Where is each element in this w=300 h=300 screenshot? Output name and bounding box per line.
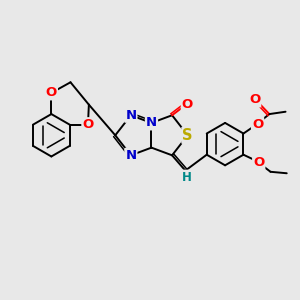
Text: H: H	[182, 171, 192, 184]
Text: N: N	[146, 116, 157, 129]
Text: S: S	[182, 128, 193, 143]
Text: O: O	[249, 93, 260, 106]
Text: O: O	[253, 156, 264, 169]
Text: N: N	[125, 149, 136, 162]
Text: O: O	[82, 118, 94, 131]
Text: N: N	[125, 109, 136, 122]
Text: O: O	[46, 86, 57, 99]
Text: O: O	[182, 98, 193, 111]
Text: O: O	[252, 118, 263, 131]
